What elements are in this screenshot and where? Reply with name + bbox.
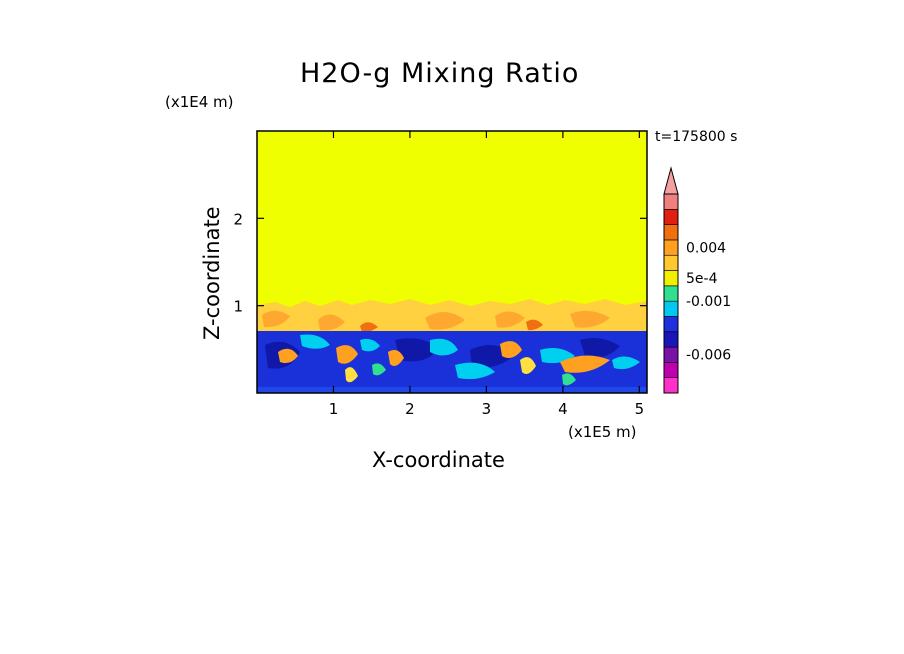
x-tick-label: 5 [635,400,645,418]
colorbar-cell [663,346,679,363]
transition-blob [360,322,378,333]
y-ticks: 12 [233,210,647,316]
transition-blob [526,319,543,331]
transition-blob [570,310,610,328]
colorbar-cell [663,377,679,394]
boundary-blob-orange [336,345,358,364]
surface-strip [257,387,647,393]
x-tick-label: 2 [405,400,415,418]
boundary-blob-green [562,373,576,386]
colorbar-extend-arrow [663,166,679,195]
colorbar-label: -0.006 [686,348,731,364]
boundary-blob-yellow [520,357,536,374]
x-ticks: 1 2 3 4 5 [329,131,644,418]
colorbar-cell [663,316,679,333]
boundary-blob-yellow [345,367,358,383]
y-tick-label: 1 [233,298,243,316]
boundary-blob-cyan [612,356,640,370]
x-unit-label: (x1E5 m) [568,423,637,441]
chart-title: H2O-g Mixing Ratio [300,58,580,89]
colorbar-cell [663,331,679,348]
boundary-blob-dark [580,338,620,358]
x-tick-label: 3 [482,400,492,418]
y-tick-label: 2 [233,210,243,228]
colorbar-cell [663,224,679,241]
time-label: t=175800 s [655,129,738,145]
colorbar-cell [663,285,679,302]
colorbar-labels: 0.004 5e-4 -0.001 -0.006 [686,241,731,364]
colorbar-cells [663,193,679,394]
transition-blob [318,314,345,331]
colorbar-cell [663,193,679,210]
colorbar-cell [663,239,679,256]
boundary-blob-cyan [455,362,495,380]
colorbar-label: -0.001 [686,294,731,310]
boundary-blob-cyan [360,338,380,352]
boundary-blob-orange [388,350,404,366]
heatmap-field [257,131,647,393]
boundary-blob-green [372,363,386,376]
colorbar-frame [663,193,679,394]
boundary-blob-cyan [430,338,458,356]
boundary-blob-cyan [300,334,330,349]
boundary-blob-orange [500,341,522,358]
colorbar-cell [663,362,679,378]
colorbar-label: 5e-4 [686,271,718,287]
colorbar-cell [663,209,679,225]
colorbar-cell [663,254,679,271]
transition-layer-region [257,299,647,340]
transition-blob [495,311,525,328]
z-unit-label: (x1E4 m) [165,93,234,111]
boundary-blob-orange [278,348,298,364]
boundary-blob-dark [395,338,440,362]
x-axis-label: X-coordinate [372,448,505,472]
boundary-layer-region [257,331,647,393]
colorbar-label: 0.004 [686,241,726,257]
transition-blob [425,311,465,330]
x-tick-label: 4 [558,400,568,418]
colorbar: 0.004 5e-4 -0.001 -0.006 [663,166,731,394]
colorbar-cell [663,300,679,317]
x-tick-label: 1 [329,400,339,418]
colorbar-cell [663,270,679,287]
transition-blob [262,310,290,328]
boundary-blob-orange [560,355,610,373]
plot-frame [256,130,648,394]
